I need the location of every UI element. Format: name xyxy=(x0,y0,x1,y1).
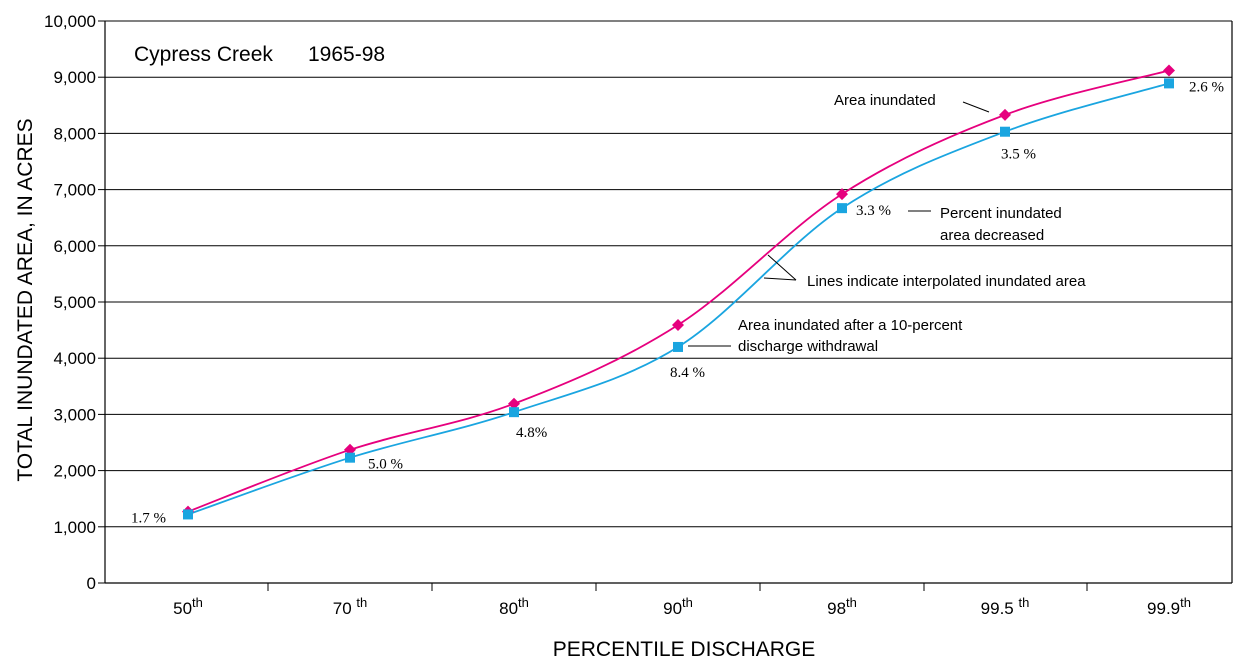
x-tick-label: 99.5 th xyxy=(981,595,1030,619)
percent-label: 5.0 % xyxy=(368,457,403,473)
y-axis-label: TOTAL INUNDATED AREA, IN ACRES xyxy=(14,118,37,481)
y-tick-label: 6,000 xyxy=(53,237,96,256)
y-tick-label: 1,000 xyxy=(53,518,96,537)
x-tick-label: 90th xyxy=(663,595,693,619)
y-tick-label: 4,000 xyxy=(53,349,96,368)
y-tick-label: 5,000 xyxy=(53,293,96,312)
y-tick-label: 0 xyxy=(87,574,96,593)
y-tick-label: 8,000 xyxy=(53,124,96,143)
y-tick-label: 10,000 xyxy=(44,12,96,31)
x-tick-labels: 50th 70 th 80th 90th 98th 99.5 th 99.9th xyxy=(173,595,1191,619)
x-tick-label: 99.9th xyxy=(1147,595,1191,619)
square-marker xyxy=(183,509,193,520)
percent-label: 8.4 % xyxy=(670,365,705,381)
x-tick-label: 70 th xyxy=(333,595,367,619)
chart-period: 1965-98 xyxy=(308,43,385,66)
annotation-interpolated: Lines indicate interpolated inundated ar… xyxy=(807,273,1086,290)
x-tick-label: 98th xyxy=(827,595,857,619)
square-marker xyxy=(345,452,355,463)
annotation-withdrawal-line1: Area inundated after a 10-percent xyxy=(738,317,963,334)
square-marker xyxy=(837,203,847,214)
percent-label: 2.6 % xyxy=(1189,79,1224,95)
y-tick-label: 2,000 xyxy=(53,462,96,481)
leader-interpolated-1 xyxy=(767,254,797,281)
percent-label: 4.8% xyxy=(516,425,547,441)
y-tick-label: 3,000 xyxy=(53,405,96,424)
x-tick-label: 80th xyxy=(499,595,529,619)
square-marker xyxy=(509,407,519,418)
leader-interpolated-2 xyxy=(763,277,797,281)
y-tick-labels: 0 1,000 2,000 3,000 4,000 5,000 6,000 7,000 8,00… xyxy=(44,12,96,593)
diamond-marker xyxy=(508,397,520,410)
square-marker xyxy=(1164,78,1174,89)
series-line-0 xyxy=(187,69,1170,513)
annotation-percent-decreased-line2: area decreased xyxy=(940,227,1044,244)
annotation-percent-decreased-line1: Percent inundated xyxy=(940,205,1062,222)
y-tick-label: 7,000 xyxy=(53,181,96,200)
annotations: Cypress Creek 1965-98 TOTAL INUNDATED AR… xyxy=(14,43,1086,661)
y-tick-label: 9,000 xyxy=(53,68,96,87)
percent-label: 3.5 % xyxy=(1001,147,1036,163)
annotation-area-inundated: Area inundated xyxy=(834,92,936,109)
percent-labels: 1.7 % 5.0 % 4.8% 8.4 % 3.3 % 3.5 % 2.6 % xyxy=(131,79,1224,526)
leader-area-inundated xyxy=(962,101,990,113)
x-tick-label: 50th xyxy=(173,595,203,619)
square-marker xyxy=(673,341,683,352)
percent-label: 1.7 % xyxy=(131,510,166,526)
diamond-marker xyxy=(1163,64,1175,77)
square-marker xyxy=(1000,126,1010,137)
chart-title: Cypress Creek xyxy=(134,43,273,66)
percent-label: 3.3 % xyxy=(856,203,891,219)
diamond-marker xyxy=(672,319,684,332)
diamond-marker xyxy=(999,108,1011,121)
annotation-withdrawal-line2: discharge withdrawal xyxy=(738,338,878,355)
axes xyxy=(98,20,1233,591)
diamond-marker xyxy=(836,188,848,201)
series-layer xyxy=(182,64,1175,520)
x-axis-label: PERCENTILE DISCHARGE xyxy=(553,638,816,661)
